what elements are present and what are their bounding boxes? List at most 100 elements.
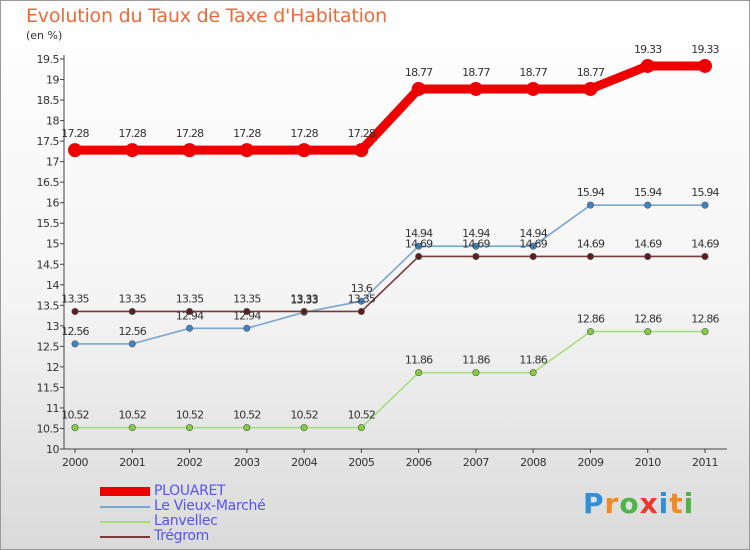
data-label: 15.94 (634, 186, 662, 199)
data-label: 14.69 (519, 237, 547, 250)
legend-label: Trégrom (154, 528, 209, 544)
data-label: 10.52 (176, 409, 204, 422)
data-label: 13.35 (233, 292, 261, 305)
y-tick-label: 10.5 (37, 422, 60, 435)
x-tick-label: 2010 (635, 456, 661, 469)
y-tick-label: 17.5 (37, 135, 60, 148)
data-point (526, 81, 541, 96)
data-label: 17.28 (348, 127, 376, 140)
series-line-3 (74, 255, 706, 313)
data-label: 14.69 (634, 237, 662, 250)
data-label: 18.77 (519, 66, 547, 79)
data-point (300, 424, 308, 432)
data-label: 18.77 (577, 66, 605, 79)
y-tick-label: 14.5 (37, 258, 60, 271)
data-label: 15.94 (691, 186, 719, 199)
data-point (186, 424, 194, 432)
data-label: 14.94 (462, 227, 490, 240)
data-point (68, 143, 82, 158)
logo-letter: r (604, 487, 620, 520)
data-label: 19.33 (634, 43, 662, 56)
data-label: 12.86 (691, 313, 719, 326)
data-label: 19.33 (691, 43, 719, 56)
data-label: 10.52 (61, 409, 89, 422)
data-point (529, 369, 537, 377)
data-label: 13.35 (176, 292, 204, 305)
legend-label: Le Vieux-Marché (154, 498, 266, 514)
data-label: 14.69 (405, 237, 433, 250)
data-point (297, 143, 312, 158)
data-point (411, 81, 426, 96)
data-point (586, 328, 594, 336)
y-tick-label: 12 (46, 361, 59, 374)
data-label: 13.35 (61, 292, 89, 305)
data-label: 17.28 (61, 127, 89, 140)
data-point (239, 143, 254, 158)
data-point (71, 340, 79, 348)
data-point (71, 424, 79, 432)
data-point (701, 328, 709, 336)
y-tick-label: 18 (46, 115, 59, 128)
data-label: 10.52 (290, 409, 318, 422)
x-tick-label: 2005 (348, 456, 374, 469)
data-point (125, 143, 140, 158)
data-label: 13.33 (290, 293, 318, 306)
legend-swatch (100, 521, 150, 523)
x-tick-label: 2000 (62, 456, 88, 469)
y-tick-label: 12.5 (37, 340, 60, 353)
y-tick-label: 11.5 (37, 381, 60, 394)
data-point (128, 307, 136, 315)
data-label: 14.94 (405, 227, 433, 240)
x-tick-label: 2006 (406, 456, 432, 469)
data-label: 18.77 (462, 66, 490, 79)
data-label: 11.86 (405, 354, 433, 367)
legend-item: Trégrom (100, 528, 360, 544)
series-line-1 (74, 204, 706, 345)
x-tick-label: 2004 (291, 456, 317, 469)
data-point (529, 252, 537, 260)
data-label: 14.69 (577, 237, 605, 250)
legend-label: PLOUARET (154, 483, 226, 499)
data-point (644, 201, 652, 209)
data-label: 12.56 (61, 325, 89, 338)
logo-letter: o (619, 487, 640, 520)
data-point (186, 324, 194, 332)
data-label: 10.52 (348, 409, 376, 422)
data-point (644, 328, 652, 336)
data-point (243, 424, 251, 432)
data-point (128, 340, 136, 348)
x-tick-label: 2007 (463, 456, 489, 469)
legend-swatch (100, 487, 150, 496)
series-line-2 (74, 330, 706, 429)
legend-item: Le Vieux-Marché (100, 498, 360, 514)
y-tick-label: 19 (46, 74, 59, 87)
data-point (472, 369, 480, 377)
data-label: 18.77 (405, 66, 433, 79)
legend-swatch (100, 536, 150, 538)
data-label: 14.69 (691, 237, 719, 250)
data-point (472, 242, 480, 250)
data-label: 14.69 (462, 237, 490, 250)
data-point (644, 252, 652, 260)
logo-letter: i (658, 487, 670, 520)
y-tick-label: 11 (46, 402, 59, 415)
data-point (357, 297, 365, 305)
legend-swatch (100, 506, 150, 508)
data-label: 15.94 (577, 186, 605, 199)
data-point (529, 242, 537, 250)
data-point (354, 143, 369, 158)
data-point (586, 252, 594, 260)
data-label: 10.52 (233, 409, 261, 422)
logo-letter: x (639, 487, 659, 520)
data-label: 17.28 (119, 127, 147, 140)
data-point (243, 324, 251, 332)
data-point (186, 307, 194, 315)
data-point (698, 58, 712, 73)
data-label: 14.94 (519, 227, 547, 240)
legend-item: PLOUARET (100, 483, 360, 499)
series-line-0 (70, 61, 710, 155)
data-point (182, 143, 197, 158)
y-tick-label: 17 (46, 156, 59, 169)
x-tick-label: 2009 (577, 456, 603, 469)
data-label: 11.86 (462, 354, 490, 367)
